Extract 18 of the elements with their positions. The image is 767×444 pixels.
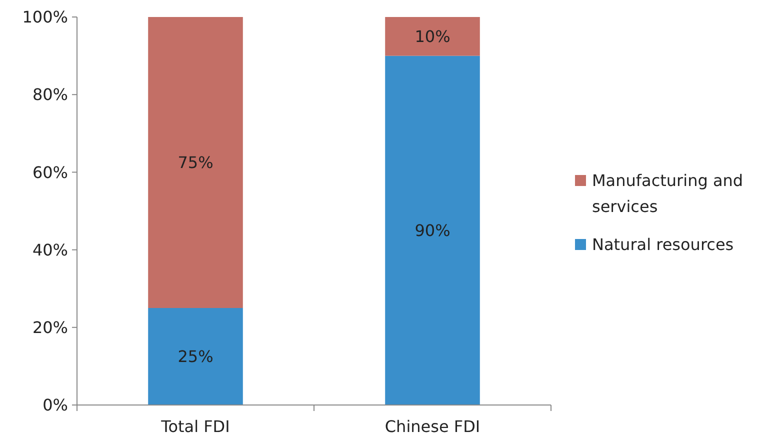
text: 25% bbox=[178, 347, 214, 366]
bar bbox=[385, 56, 480, 405]
text: 75% bbox=[178, 153, 214, 172]
y-tick-label: 100% bbox=[22, 8, 68, 27]
bar bbox=[385, 17, 480, 56]
bar bbox=[148, 17, 243, 308]
legend-label: Manufacturing and services bbox=[592, 171, 744, 216]
y-tick-label: 20% bbox=[32, 318, 68, 337]
legend-label: Natural resources bbox=[592, 235, 734, 254]
y-tick-label: 60% bbox=[32, 162, 68, 182]
x-tick-label: Total FDI bbox=[160, 417, 230, 436]
y-tick-label: 0% bbox=[42, 396, 68, 415]
y-tick-label: 80% bbox=[32, 85, 68, 104]
x-tick-label: Chinese FDI bbox=[384, 417, 480, 436]
y-tick-label: 40% bbox=[32, 240, 68, 260]
text: 10% bbox=[414, 27, 450, 46]
bar bbox=[148, 308, 243, 405]
text: 90% bbox=[414, 221, 450, 240]
